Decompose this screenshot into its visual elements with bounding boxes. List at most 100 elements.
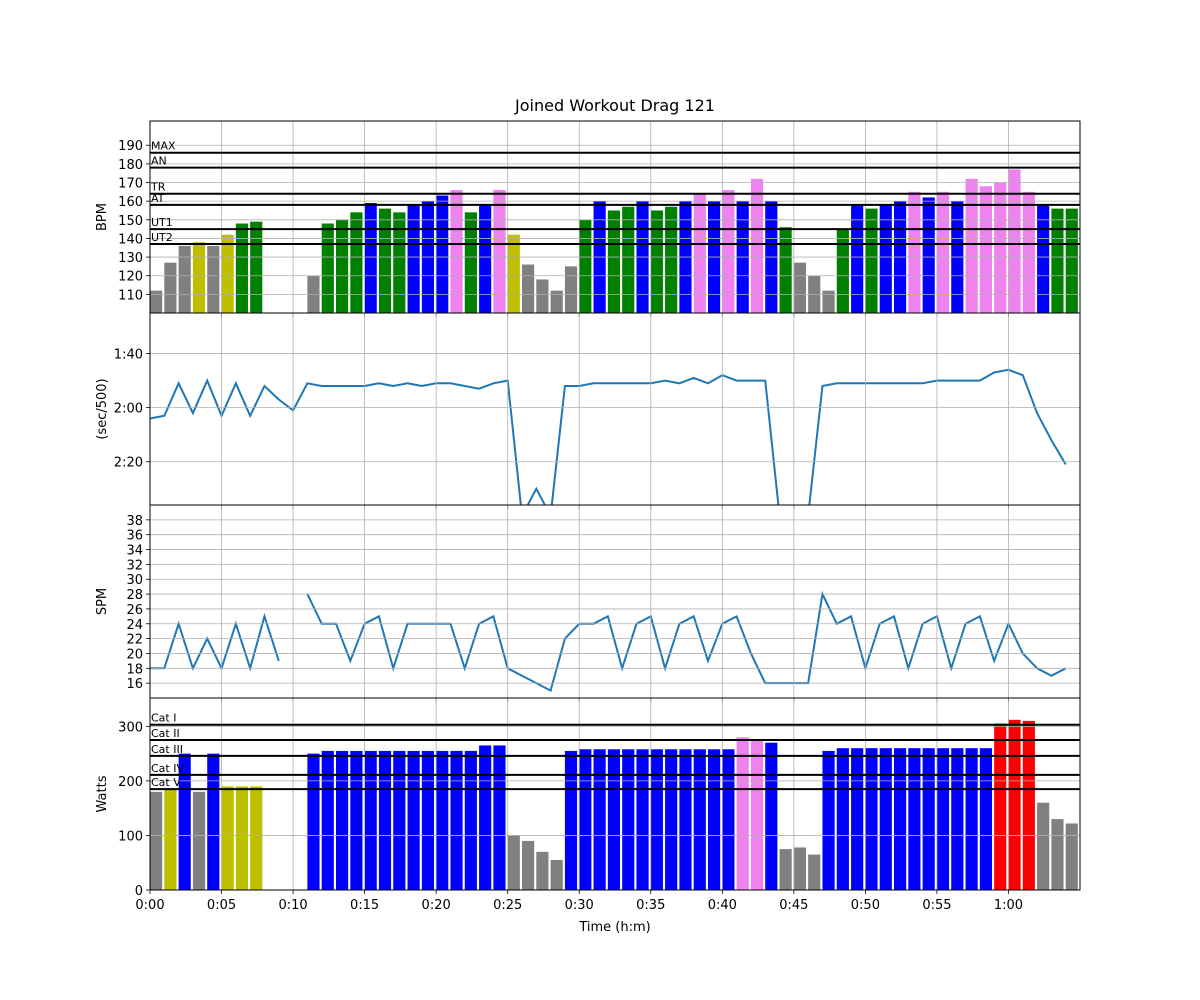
bar <box>1051 819 1064 890</box>
bar <box>564 750 578 890</box>
zone-label: TR <box>150 181 166 194</box>
y-axis-label: SPM <box>95 588 110 615</box>
bar <box>665 206 678 313</box>
bar <box>622 749 635 890</box>
bar <box>722 749 735 890</box>
bar <box>851 748 864 890</box>
bar <box>607 749 621 890</box>
bar <box>936 748 950 890</box>
y-tick-label: 34 <box>126 544 143 559</box>
y-tick-label: 16 <box>126 677 143 692</box>
x-axis-label: Time (h:m) <box>578 920 650 935</box>
bar <box>150 791 163 890</box>
bar <box>1037 204 1050 313</box>
y-tick-label: 170 <box>118 177 143 192</box>
y-tick-label: 130 <box>118 251 143 266</box>
y-tick-label: 20 <box>126 647 143 662</box>
y-tick-label: 1:40 <box>114 348 143 363</box>
zone-label: AN <box>151 155 167 168</box>
bar <box>851 204 864 313</box>
bar <box>464 212 477 313</box>
bar <box>607 210 621 313</box>
bar <box>450 189 463 313</box>
bar <box>192 242 206 313</box>
bar <box>493 189 506 313</box>
bar <box>1065 208 1078 313</box>
bar <box>321 750 334 890</box>
x-tick-label: 0:25 <box>493 898 522 913</box>
bar <box>250 786 263 890</box>
bar <box>779 849 792 890</box>
bar <box>836 229 849 313</box>
bar <box>865 208 878 313</box>
bar <box>922 197 935 313</box>
bar <box>321 223 334 313</box>
x-tick-label: 0:30 <box>565 898 594 913</box>
bar <box>722 189 735 313</box>
bar <box>808 854 821 890</box>
bar <box>836 748 849 890</box>
bar <box>336 750 349 890</box>
bar <box>979 186 993 313</box>
y-tick-label: 180 <box>118 158 143 173</box>
bar <box>879 748 892 890</box>
bar <box>822 290 835 313</box>
line <box>150 368 1067 505</box>
bar <box>1065 823 1078 890</box>
bar <box>1022 191 1035 313</box>
bar <box>979 748 993 890</box>
y-axis-label: BPM <box>95 203 110 231</box>
bar <box>350 212 363 313</box>
x-tick-label: 0:50 <box>851 898 880 913</box>
y-tick-label: 100 <box>118 829 143 844</box>
x-tick-label: 0:05 <box>207 898 236 913</box>
bar <box>922 748 935 890</box>
bar <box>965 748 978 890</box>
bar <box>693 193 706 313</box>
bar <box>493 745 506 890</box>
bar <box>407 750 420 890</box>
bar <box>536 279 549 313</box>
bar <box>336 219 349 313</box>
y-tick-label: 160 <box>118 195 143 210</box>
bar <box>593 749 606 890</box>
bar <box>865 748 878 890</box>
x-tick-label: 0:15 <box>350 898 379 913</box>
bar <box>207 245 220 313</box>
zone-label: MAX <box>151 140 176 153</box>
x-tick-label: 0:35 <box>636 898 665 913</box>
bar <box>708 749 721 890</box>
zone-label: UT1 <box>151 216 173 229</box>
chart-title: Joined Workout Drag 121 <box>514 96 715 115</box>
x-tick-label: 0:10 <box>278 898 307 913</box>
bar <box>479 745 492 890</box>
x-tick-label: 0:40 <box>708 898 737 913</box>
y-axis-label: (sec/500) <box>95 378 110 439</box>
bar <box>550 290 563 313</box>
axes-frame <box>149 697 1081 891</box>
bar <box>750 740 764 890</box>
bar <box>822 750 835 890</box>
bar <box>150 290 163 313</box>
bar <box>436 195 449 313</box>
bar <box>679 749 692 890</box>
bar <box>965 178 978 313</box>
bar <box>779 227 792 313</box>
bar <box>235 223 249 313</box>
bar <box>522 264 535 313</box>
bar <box>908 748 921 890</box>
y-tick-label: 26 <box>126 603 143 618</box>
bar <box>622 206 635 313</box>
y-tick-label: 140 <box>118 232 143 247</box>
y-tick-label: 24 <box>126 618 143 633</box>
bar <box>579 749 592 890</box>
bar <box>378 208 392 313</box>
bar <box>479 204 492 313</box>
y-tick-label: 30 <box>126 573 143 588</box>
bar <box>178 245 191 313</box>
bar <box>951 748 964 890</box>
bar <box>894 748 907 890</box>
y-tick-label: 200 <box>118 775 143 790</box>
y-tick-label: 0 <box>135 884 143 899</box>
